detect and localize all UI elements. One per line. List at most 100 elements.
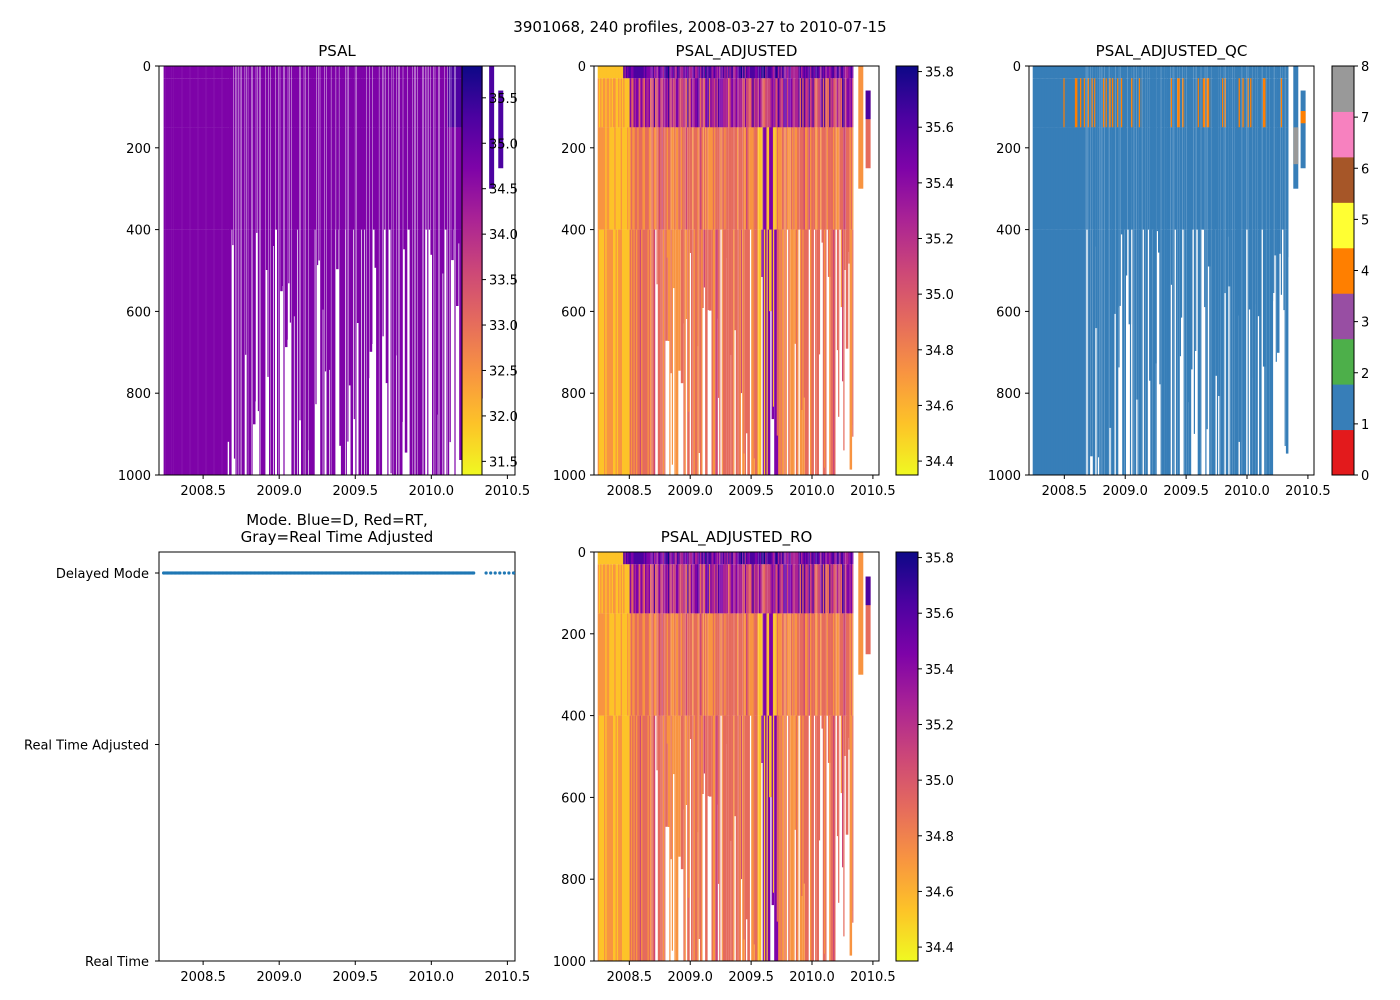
heatmap-cell — [1198, 229, 1201, 453]
heatmap-cell — [702, 552, 704, 565]
heatmap-cell — [1055, 66, 1058, 79]
heatmap-cell — [1190, 229, 1193, 370]
heatmap-cell — [200, 66, 203, 79]
heatmap-cell — [673, 613, 676, 716]
heatmap-cell — [366, 229, 369, 475]
heatmap-cell — [779, 613, 782, 716]
heatmap-cell — [345, 78, 347, 128]
heatmap-cell — [804, 564, 808, 614]
heatmap-cell — [675, 564, 679, 614]
heatmap-cell — [822, 78, 826, 128]
heatmap-cell — [717, 229, 720, 398]
heatmap-cell — [610, 78, 613, 128]
heatmap-cell — [818, 127, 821, 230]
heatmap-cell — [1222, 127, 1224, 230]
heatmap-cell — [628, 613, 631, 716]
heatmap-cell — [1109, 78, 1112, 128]
heatmap-cell — [1184, 66, 1187, 79]
heatmap-cell — [624, 715, 627, 961]
heatmap-cell — [301, 66, 304, 79]
heatmap-cell — [1238, 229, 1242, 442]
heatmap-cell — [724, 66, 727, 79]
heatmap-cell — [733, 564, 735, 614]
heatmap-cell — [746, 127, 749, 230]
heatmap-cell — [163, 78, 166, 128]
heatmap-cell — [339, 127, 342, 230]
heatmap-cell — [826, 564, 830, 614]
heatmap-cell — [600, 564, 602, 614]
heatmap-cell — [657, 127, 661, 230]
heatmap-cell — [232, 66, 234, 79]
heatmap-cell — [597, 715, 600, 961]
heatmap-cell — [264, 78, 266, 128]
heatmap-cell — [1246, 78, 1248, 128]
heatmap-cell — [818, 552, 821, 565]
heatmap-cell — [729, 66, 732, 79]
heatmap-cell — [229, 229, 232, 475]
heatmap-cell — [643, 564, 646, 614]
heatmap-cell — [600, 127, 602, 230]
heatmap-cell — [1062, 66, 1064, 79]
heatmap-cell — [443, 229, 445, 475]
heatmap-cell — [1060, 78, 1063, 128]
heatmap-cell — [821, 564, 824, 614]
heatmap-cell — [245, 127, 247, 230]
heatmap-cell — [779, 552, 782, 565]
heatmap-cell — [606, 715, 609, 961]
heatmap-cell — [374, 229, 377, 268]
heatmap-cell — [850, 66, 853, 79]
heatmap-cell — [748, 66, 750, 79]
heatmap-cell — [763, 613, 767, 716]
heatmap-cell — [637, 613, 640, 716]
heatmap-cell — [216, 78, 219, 128]
heatmap-cell — [1273, 127, 1275, 230]
heatmap-cell — [203, 78, 206, 128]
heatmap-cell — [1170, 78, 1172, 128]
heatmap-cell — [848, 127, 850, 230]
heatmap-cell — [1099, 127, 1101, 230]
heatmap-cell — [1193, 229, 1195, 434]
heatmap-cell — [628, 66, 631, 79]
heatmap-cell — [633, 229, 636, 475]
heatmap-cell — [1160, 66, 1162, 79]
heatmap-cell — [760, 564, 762, 614]
heatmap-cell — [1133, 127, 1135, 230]
heatmap-cell — [344, 78, 346, 128]
heatmap-cell — [1161, 66, 1165, 79]
heatmap-cell — [662, 229, 665, 475]
heatmap-cell — [826, 78, 830, 128]
heatmap-cell — [1265, 127, 1267, 230]
heatmap-cell — [309, 78, 312, 128]
heatmap-cell — [1239, 78, 1242, 128]
heatmap-cell — [430, 66, 433, 79]
heatmap-cell — [320, 127, 323, 230]
heatmap-cell — [302, 127, 304, 230]
heatmap-cell — [1069, 127, 1072, 230]
heatmap-cell — [850, 715, 853, 911]
heatmap-cell — [1257, 127, 1261, 230]
heatmap-cell — [604, 564, 606, 614]
heatmap-cell — [708, 613, 712, 716]
axes-frame-4 — [593, 551, 880, 962]
heatmap-cell — [746, 564, 749, 614]
x-tick-label: 2009.0 — [256, 970, 302, 985]
heatmap-cell — [728, 127, 731, 230]
heatmap-cell — [827, 127, 831, 230]
heatmap-cell — [166, 66, 169, 79]
heatmap-cell — [629, 127, 632, 230]
heatmap-cell — [696, 127, 699, 230]
heatmap-cell — [208, 229, 211, 475]
heatmap-cell — [417, 229, 421, 475]
heatmap-cell — [1108, 127, 1110, 230]
heatmap-cell — [1179, 229, 1181, 357]
heatmap-cell — [734, 613, 737, 716]
heatmap-cell — [1080, 127, 1082, 230]
heatmap-cell — [784, 229, 786, 475]
heatmap-cell — [1251, 78, 1253, 128]
heatmap-cell — [387, 66, 389, 79]
heatmap-cell — [712, 78, 716, 128]
heatmap-cell — [448, 127, 450, 230]
heatmap-cell — [765, 66, 768, 79]
heatmap-cell — [457, 78, 461, 128]
heatmap-cell — [678, 229, 681, 371]
